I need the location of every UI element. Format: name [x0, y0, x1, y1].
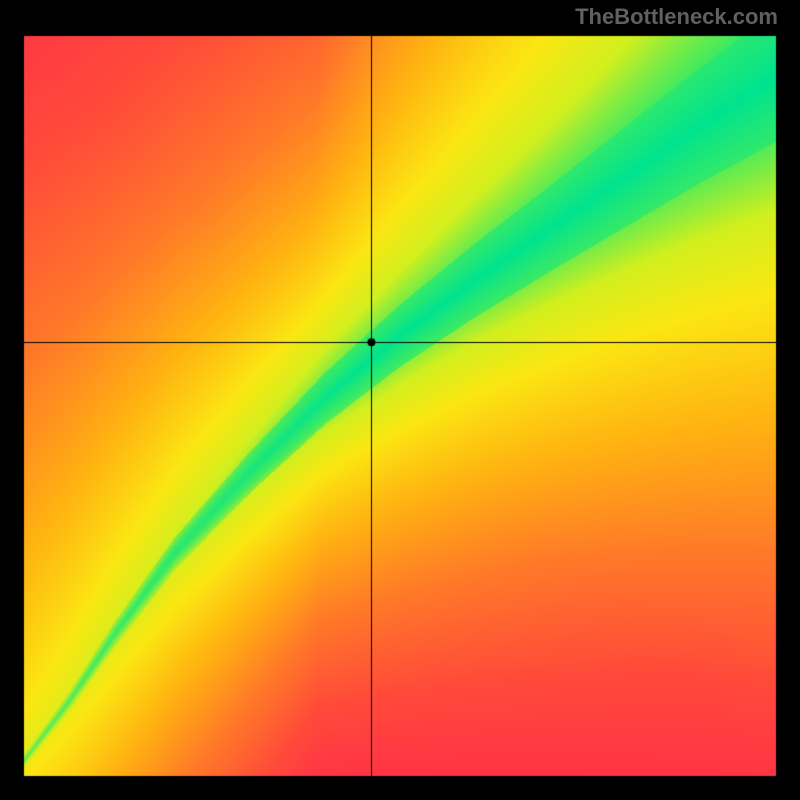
chart-container: TheBottleneck.com: [0, 0, 800, 800]
watermark-text: TheBottleneck.com: [575, 4, 778, 30]
bottleneck-heatmap: [0, 0, 800, 800]
